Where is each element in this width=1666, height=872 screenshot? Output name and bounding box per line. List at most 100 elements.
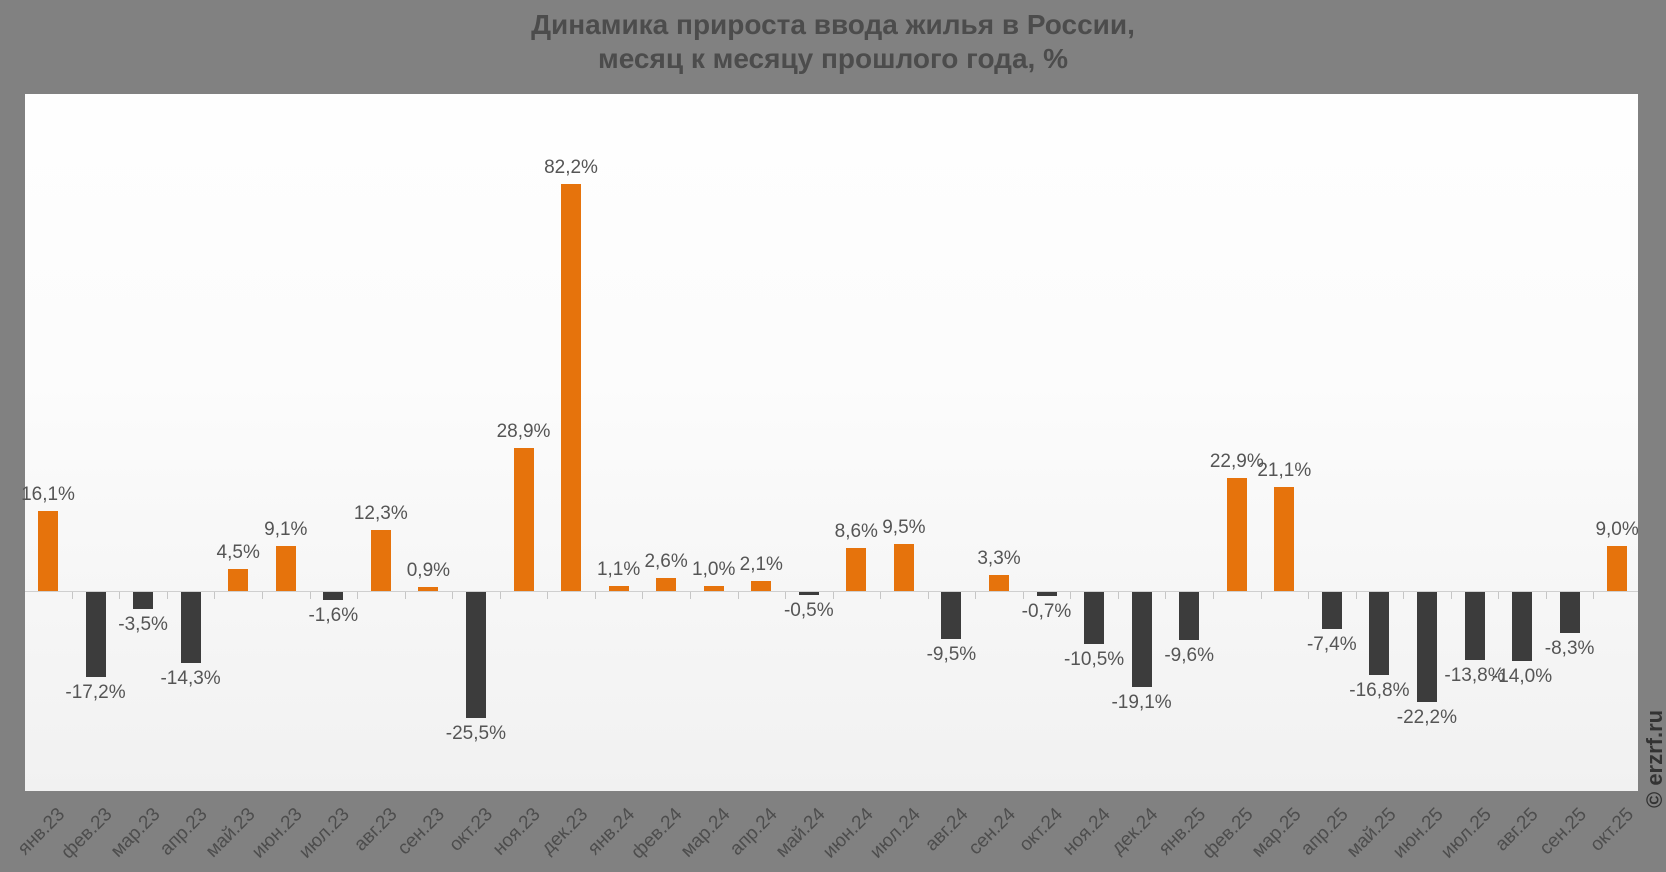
bar-мар.25[interactable] — [1274, 486, 1295, 591]
axis-tick — [1403, 592, 1405, 599]
x-axis-label: авг.25 — [1491, 804, 1543, 856]
bar-ноя.24[interactable] — [1084, 592, 1105, 644]
x-axis-label: окт.24 — [1015, 804, 1068, 856]
bar-июл.23[interactable] — [323, 592, 344, 600]
bar-сен.24[interactable] — [989, 574, 1009, 591]
bar-окт.25[interactable] — [1607, 546, 1628, 591]
bar-ноя.23[interactable] — [513, 447, 534, 591]
bar-апр.25[interactable] — [1321, 592, 1342, 629]
x-axis-label: май.24 — [771, 804, 830, 862]
bar-апр.23[interactable] — [180, 592, 201, 663]
x-axis-label: ноя.23 — [488, 804, 545, 860]
x-axis-label: фев.25 — [1198, 804, 1258, 864]
x-axis-label: фев.23 — [57, 804, 117, 864]
axis-tick — [1545, 592, 1547, 599]
bar-фев.23[interactable] — [85, 592, 106, 678]
bar-value-label: 22,9% — [1209, 450, 1264, 472]
axis-tick — [737, 592, 739, 599]
chart-title-line1: Динамика прироста ввода жилья в России, — [531, 9, 1135, 40]
x-axis-label: авг.23 — [350, 804, 402, 856]
axis-tick — [547, 592, 549, 599]
bar-янв.25[interactable] — [1179, 592, 1200, 640]
bar-дек.23[interactable] — [561, 184, 581, 591]
x-axis-label: июн.24 — [818, 804, 878, 863]
bar-авг.25[interactable] — [1512, 592, 1532, 662]
bar-июн.24[interactable] — [846, 548, 867, 591]
axis-tick — [1450, 592, 1452, 599]
bar-value-label: -14,0% — [1491, 666, 1553, 688]
bar-янв.24[interactable] — [608, 585, 629, 591]
x-axis-label: окт.23 — [445, 804, 497, 856]
bar-value-label: -9,5% — [926, 644, 977, 665]
bar-май.24[interactable] — [798, 592, 819, 595]
bar-фев.25[interactable] — [1226, 477, 1247, 591]
x-axis-label: дек.24 — [1107, 804, 1163, 859]
bar-value-label: 8,6% — [834, 521, 878, 543]
bar-value-label: 9,1% — [264, 519, 308, 540]
x-axis-label: фев.24 — [627, 804, 687, 864]
axis-tick — [452, 592, 454, 599]
bar-июл.24[interactable] — [893, 544, 914, 591]
bar-value-label: 12,3% — [353, 503, 408, 525]
axis-tick — [689, 592, 691, 599]
bar-value-label: -17,2% — [65, 682, 126, 704]
x-axis-label: май.23 — [201, 804, 260, 862]
axis-tick — [214, 592, 216, 599]
bar-value-label: -25,5% — [445, 723, 506, 745]
bar-value-label: 28,9% — [496, 420, 551, 442]
axis-tick — [357, 592, 359, 599]
bar-окт.23[interactable] — [465, 592, 486, 719]
bar-value-label: 82,2% — [544, 157, 598, 179]
bar-май.23[interactable] — [228, 568, 249, 591]
axis-tick — [119, 592, 121, 599]
axis-tick — [594, 592, 596, 599]
axis-tick — [785, 592, 786, 599]
bar-авг.23[interactable] — [370, 530, 391, 591]
chart-title-line2: месяц к месяцу прошлого года, % — [598, 43, 1068, 74]
axis-tick — [642, 592, 644, 599]
bar-мар.24[interactable] — [703, 586, 724, 592]
bar-сен.25[interactable] — [1559, 592, 1580, 634]
bar-апр.24[interactable] — [751, 580, 772, 591]
axis-tick — [309, 592, 311, 599]
x-axis-label: сен.24 — [964, 804, 1020, 860]
bar-июн.25[interactable] — [1416, 592, 1437, 702]
axis-tick — [975, 592, 977, 599]
bar-value-label: -13,8% — [1444, 665, 1505, 687]
axis-tick — [832, 592, 834, 599]
axis-tick — [927, 592, 929, 599]
axis-tick — [1260, 592, 1262, 599]
bar-июл.25[interactable] — [1464, 592, 1485, 661]
axis-tick — [1117, 592, 1119, 599]
axis-tick — [262, 592, 263, 599]
axis-tick — [880, 592, 882, 599]
axis-tick — [166, 592, 168, 599]
chart-title: Динамика прироста ввода жилья в России, … — [0, 8, 1666, 76]
bar-окт.24[interactable] — [1036, 592, 1057, 596]
x-axis-label: апр.24 — [726, 804, 783, 860]
bar-value-label: 2,6% — [644, 551, 688, 573]
axis-tick — [71, 592, 73, 599]
axis-tick — [1165, 592, 1167, 599]
bar-value-label: 9,5% — [882, 517, 926, 538]
bar-дек.24[interactable] — [1131, 592, 1152, 687]
x-axis-label: мар.25 — [1247, 804, 1306, 862]
bar-мар.23[interactable] — [133, 592, 154, 610]
bar-value-label: -22,2% — [1396, 706, 1457, 728]
bar-янв.23[interactable] — [38, 511, 58, 591]
bar-авг.24[interactable] — [941, 592, 962, 639]
x-axis-label: июн.25 — [1389, 804, 1448, 863]
x-axis-label: дек.23 — [537, 804, 592, 859]
x-axis-line — [25, 591, 1638, 592]
x-axis-label: мар.23 — [106, 804, 164, 862]
x-axis-label: сен.25 — [1535, 804, 1591, 860]
bar-май.25[interactable] — [1369, 592, 1390, 676]
axis-tick — [1022, 592, 1024, 599]
bar-июн.23[interactable] — [275, 546, 296, 591]
bar-сен.23[interactable] — [418, 586, 439, 591]
bar-value-label: -7,4% — [1306, 633, 1357, 655]
bar-value-label: -1,6% — [308, 604, 359, 626]
axis-tick — [1213, 592, 1214, 599]
bar-фев.24[interactable] — [656, 578, 677, 591]
